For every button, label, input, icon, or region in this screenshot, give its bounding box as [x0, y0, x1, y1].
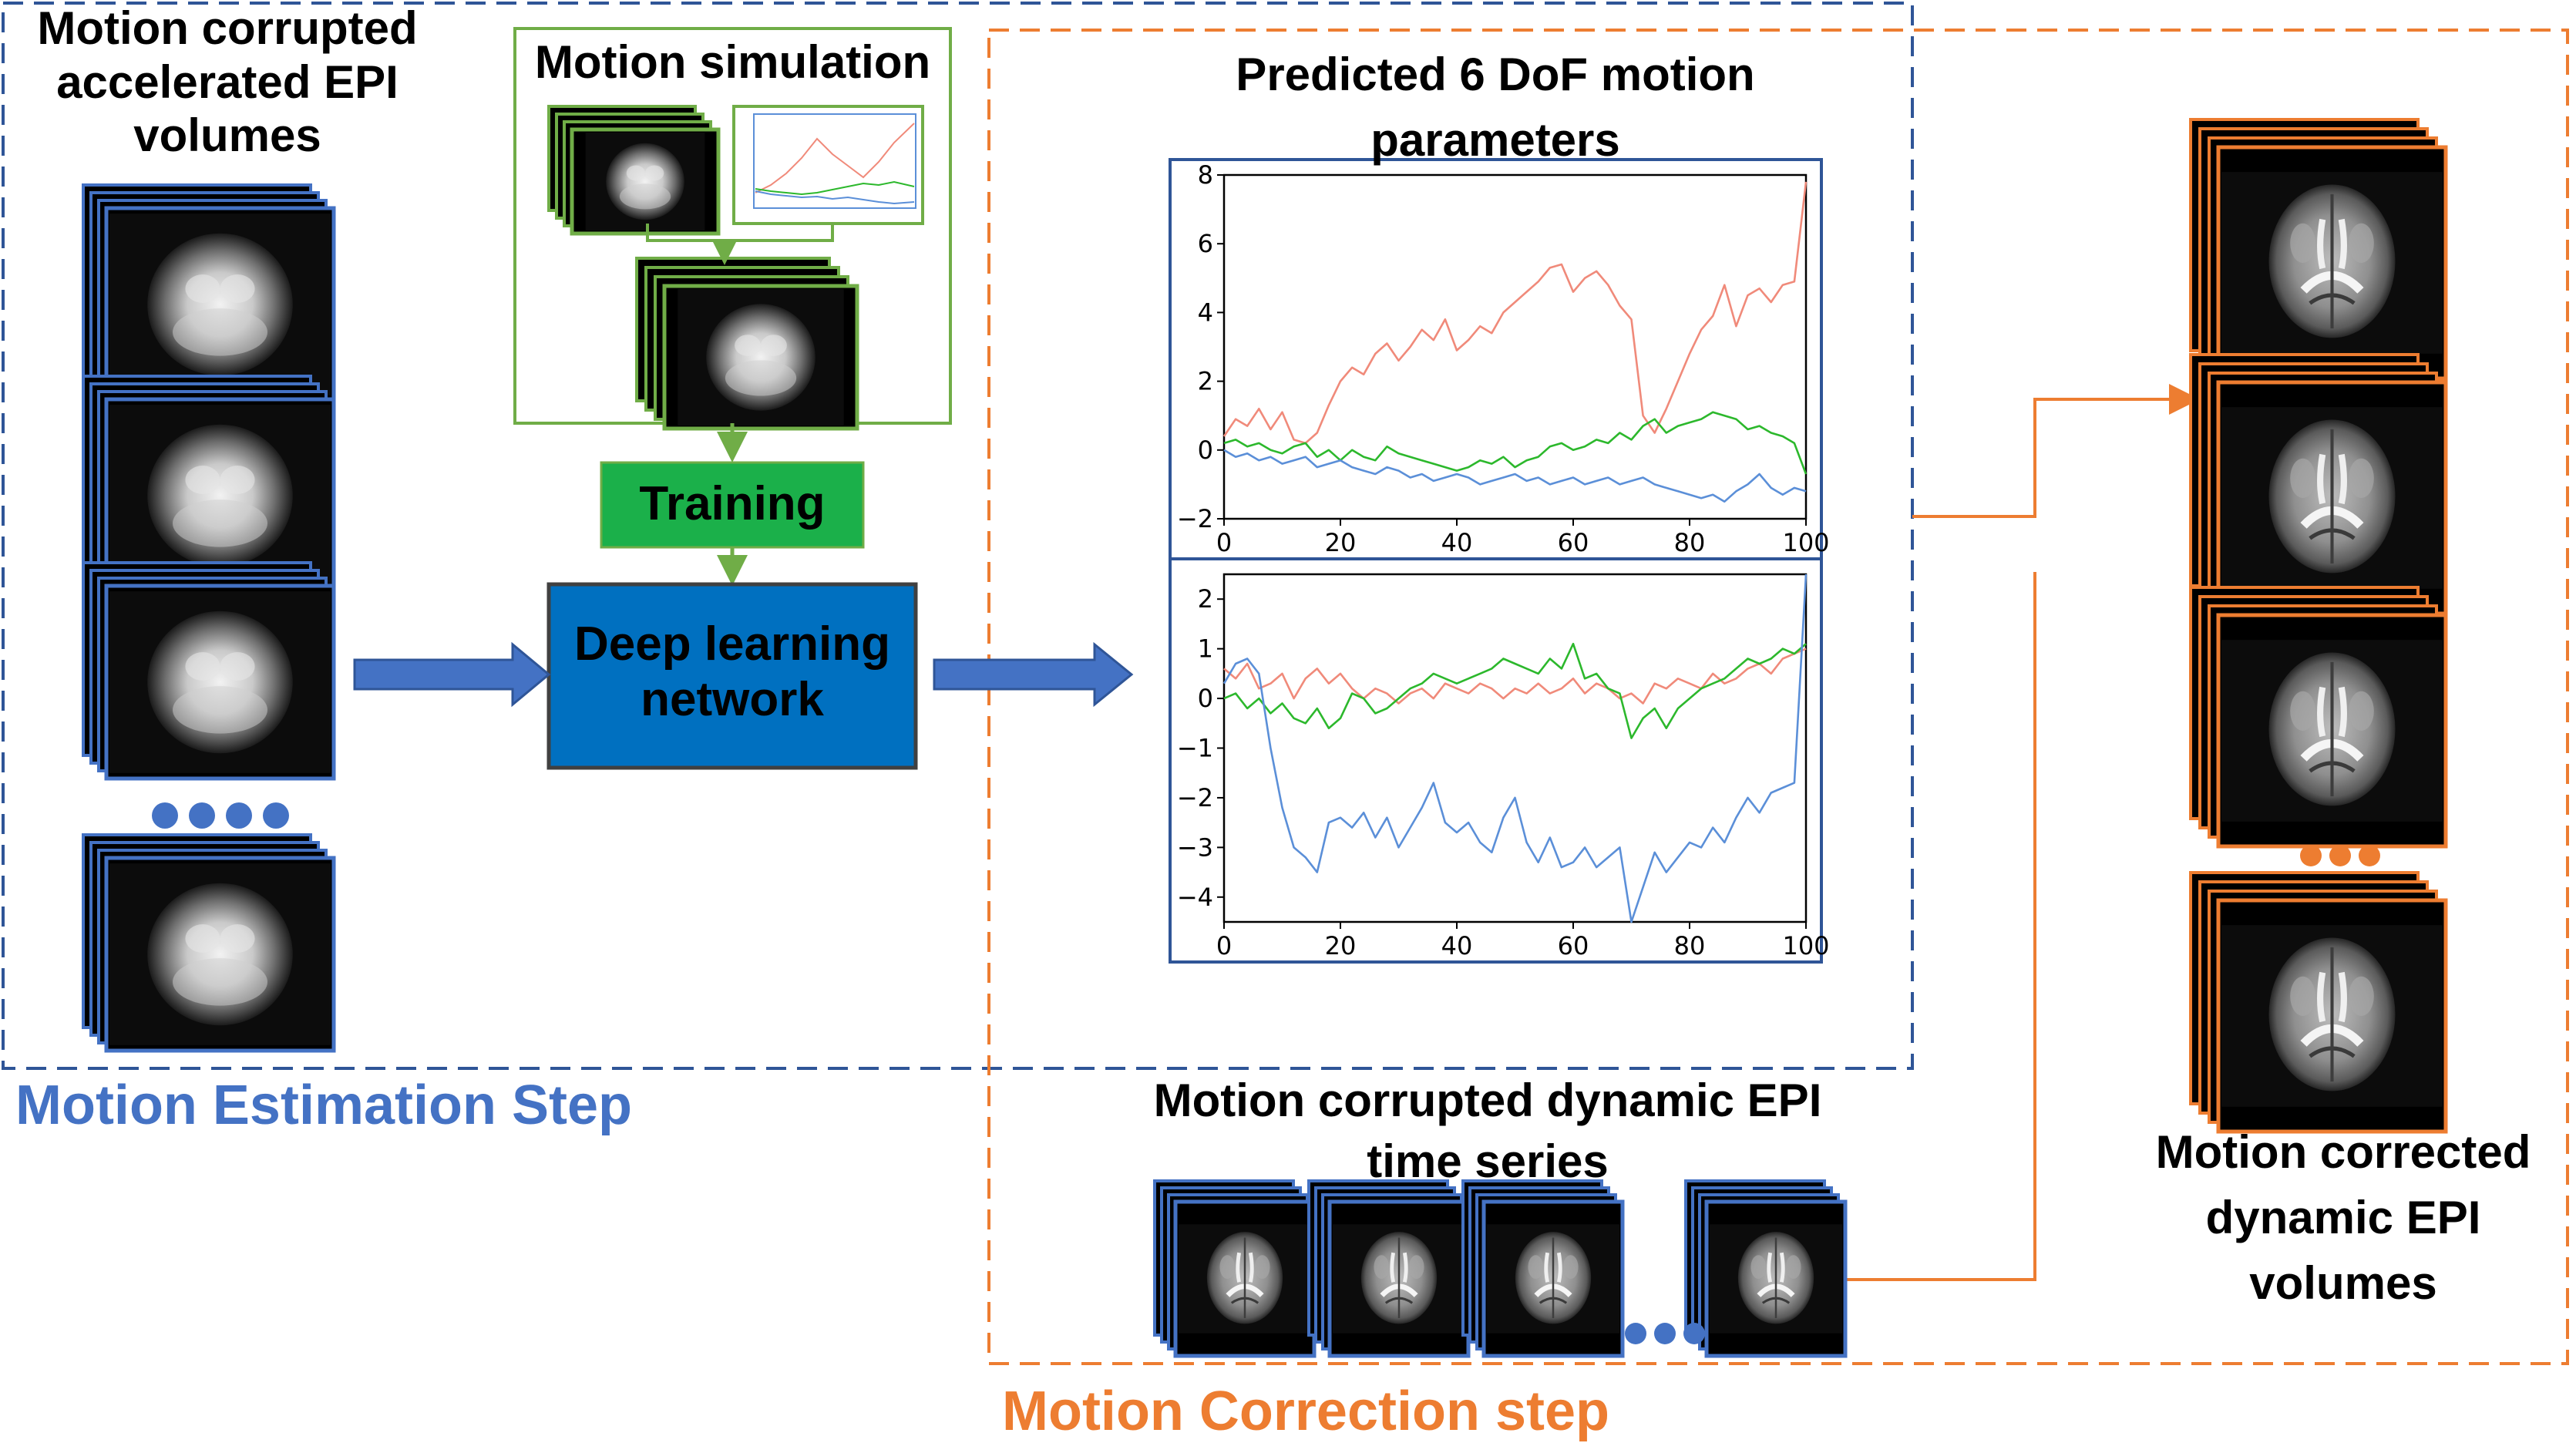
chart-frame: [1169, 557, 1823, 964]
x-tick-label: 60: [1558, 931, 1589, 960]
chart-frame: [1169, 158, 1823, 560]
motion-parameter-chart-bottom: 0 20 40 60 80 100 −4 −3 −2 −1 0 1 2: [1169, 557, 1830, 964]
ellipsis-dots-icon: [2300, 845, 2380, 866]
right-arrow-icon: [933, 641, 1134, 708]
y-tick-label: −1: [1177, 734, 1213, 763]
correction-step-region: [987, 29, 2569, 1365]
simulation-volume-stacks: [547, 105, 859, 431]
ellipsis-dots-icon: [152, 802, 289, 829]
x-tick-label: 100: [1782, 528, 1829, 557]
stacked-brain-slices-icon: [2189, 586, 2448, 849]
series-line-3: [1223, 449, 1807, 503]
timeseries-to-output-connector: [1847, 572, 2036, 1281]
network-label-line: Deep learning: [574, 617, 890, 671]
stacked-brain-slices-icon: [2189, 871, 2448, 1134]
y-tick-label: 6: [1198, 229, 1213, 258]
y-tick-label: 0: [1198, 436, 1213, 465]
y-tick-label: 1: [1198, 634, 1213, 664]
network-label-line: network: [641, 672, 824, 726]
output-volume-stacks: [2189, 118, 2448, 1134]
series-line-2: [1223, 411, 1808, 475]
input-title: Motion corrupted accelerated EPI volumes: [8, 2, 447, 163]
stacked-brain-slices-icon: [82, 561, 336, 781]
y-tick-label: 2: [1198, 367, 1213, 396]
chart-to-output-connector: [1912, 384, 2200, 518]
y-tick-label: −4: [1177, 883, 1213, 912]
output-title-line: volumes: [2249, 1257, 2437, 1310]
y-tick-label: 0: [1198, 684, 1213, 713]
stacked-brain-slices-icon: [82, 183, 336, 403]
y-tick-label: −2: [1177, 504, 1213, 533]
x-tick-label: 0: [1216, 528, 1232, 557]
x-tick-label: 80: [1674, 528, 1706, 557]
predicted-title: Predicted 6 DoF motion parameters: [1110, 42, 1881, 173]
stacked-brain-slices-icon: [1307, 1179, 1471, 1358]
simulation-title: Motion simulation: [534, 36, 931, 88]
training-label: Training: [639, 477, 826, 530]
x-tick-label: 0: [1216, 931, 1232, 960]
series-line-3: [1222, 574, 1808, 923]
input-title-line: volumes: [133, 109, 321, 162]
input-title-line: accelerated EPI: [56, 56, 399, 108]
network-label: Deep learning network: [549, 617, 916, 728]
estimation-step-label: Motion Estimation Step: [15, 1075, 632, 1136]
stacked-brain-slices-icon: [547, 105, 721, 236]
estimation-step-region: [2, 2, 1914, 1070]
ellipsis-dots-icon: [1625, 1323, 1705, 1344]
timeseries-title-line: time series: [1367, 1135, 1609, 1188]
x-tick-label: 40: [1441, 931, 1473, 960]
y-tick-label: −3: [1177, 832, 1213, 862]
stacked-brain-slices-icon: [82, 375, 336, 594]
x-tick-label: 20: [1325, 528, 1357, 557]
x-tick-label: 40: [1441, 528, 1473, 557]
plot-area: [1222, 173, 1808, 520]
output-title: Motion corrected dynamic EPI volumes: [2112, 1119, 2574, 1317]
timeseries-volume-stacks: [1153, 1179, 1848, 1358]
y-tick-label: −2: [1177, 783, 1213, 812]
predicted-title-line: Predicted 6 DoF motion: [1236, 49, 1755, 100]
stacked-brain-slices-icon: [1153, 1179, 1317, 1358]
stacked-brain-slices-icon: [635, 257, 859, 431]
input-volume-stacks: [82, 183, 336, 1053]
series-line-1: [1223, 648, 1807, 705]
stacked-brain-slices-icon: [2189, 353, 2448, 616]
network-box: [546, 582, 918, 770]
series-line-2: [1223, 642, 1807, 739]
x-tick-label: 60: [1558, 528, 1589, 557]
output-title-line: dynamic EPI: [2205, 1192, 2481, 1244]
x-tick-label: 20: [1325, 931, 1357, 960]
right-arrow-icon: [353, 641, 551, 708]
correction-step-label: Motion Correction step: [1002, 1381, 1609, 1442]
y-tick-label: 4: [1198, 298, 1213, 327]
simulation-mini-chart: [732, 105, 924, 225]
y-tick-label: 8: [1198, 160, 1213, 190]
input-title-line: Motion corrupted: [37, 2, 418, 54]
stacked-brain-slices-icon: [82, 833, 336, 1053]
predicted-title-line: parameters: [1370, 114, 1620, 166]
timeseries-title-line: Motion corrupted dynamic EPI: [1153, 1075, 1822, 1126]
x-tick-label: 80: [1674, 931, 1706, 960]
series-line-1: [1222, 181, 1808, 445]
timeseries-title: Motion corrupted dynamic EPI time series: [1087, 1070, 1888, 1192]
stacked-brain-slices-icon: [1461, 1179, 1625, 1358]
x-tick-label: 100: [1782, 931, 1829, 960]
simulation-merge-connector: [646, 224, 834, 242]
output-title-line: Motion corrected: [2155, 1126, 2531, 1178]
stacked-brain-slices-icon: [2189, 118, 2448, 381]
y-tick-label: 2: [1198, 584, 1213, 614]
stacked-brain-slices-icon: [1684, 1179, 1848, 1358]
